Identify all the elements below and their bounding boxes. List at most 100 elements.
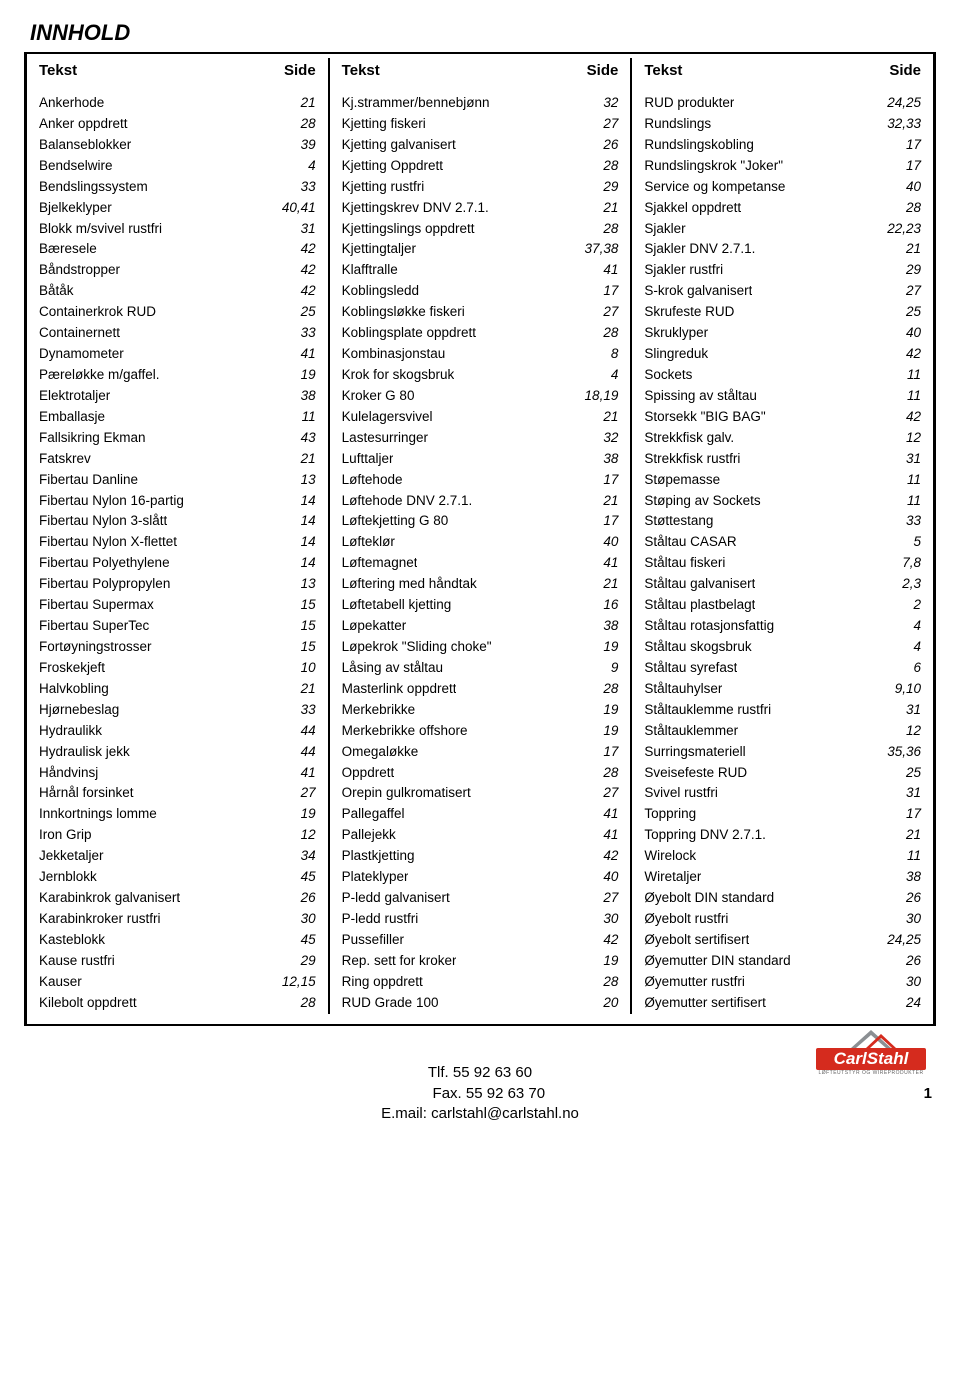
index-row: Pæreløkke m/gaffel.19 [39,365,316,386]
index-row: Iron Grip12 [39,825,316,846]
index-page: 32 [595,93,618,114]
index-page: 40 [595,867,618,888]
index-row: Øyebolt sertifisert24,25 [644,930,921,951]
index-label: Bjelkeklyper [39,198,112,219]
index-row: Blokk m/svivel rustfri31 [39,219,316,240]
index-box: TekstSideAnkerhode21Anker oppdrett28Bala… [24,52,936,1026]
index-page: 30 [898,909,921,930]
index-label: Kjettingskrev DNV 2.7.1. [342,198,489,219]
index-page: 29 [595,177,618,198]
index-row: Kause rustfri29 [39,951,316,972]
index-row: Øyemutter sertifisert24 [644,993,921,1014]
index-page: 17 [595,470,618,491]
index-page: 29 [898,260,921,281]
index-page: 42 [293,239,316,260]
index-row: Kroker G 8018,19 [342,386,619,407]
index-row: Surringsmateriell35,36 [644,742,921,763]
index-row: Anker oppdrett28 [39,114,316,135]
index-page: 19 [595,951,618,972]
index-row: Skrufeste RUD25 [644,302,921,323]
index-label: Løftetabell kjetting [342,595,452,616]
index-label: Øyemutter DIN standard [644,951,790,972]
index-page: 14 [293,511,316,532]
index-row: Fibertau Supermax15 [39,595,316,616]
index-row: Skruklyper40 [644,323,921,344]
index-row: Orepin gulkromatisert27 [342,783,619,804]
index-label: Ståltauklemmer [644,721,738,742]
index-page: 26 [898,888,921,909]
index-row: Ståltau galvanisert2,3 [644,574,921,595]
index-label: Koblingsledd [342,281,419,302]
index-page: 21 [595,407,618,428]
index-label: Kjetting rustfri [342,177,425,198]
index-row: Kjetting rustfri 29 [342,177,619,198]
index-label: Sveisefeste RUD [644,763,747,784]
index-label: Båndstropper [39,260,120,281]
index-label: Kulelagersvivel [342,407,433,428]
index-row: Kjetting fiskeri27 [342,114,619,135]
index-label: Fibertau SuperTec [39,616,149,637]
index-row: Kjettingskrev DNV 2.7.1.21 [342,198,619,219]
index-row: Dynamometer41 [39,344,316,365]
index-label: Jernblokk [39,867,97,888]
index-row: Låsing av ståltau9 [342,658,619,679]
footer-email: E.mail: carlstahl@carlstahl.no [24,1103,936,1125]
index-page: 24 [898,993,921,1014]
index-label: Koblingsløkke fiskeri [342,302,465,323]
index-label: P-ledd galvanisert [342,888,450,909]
index-label: Oppdrett [342,763,395,784]
index-label: Kasteblokk [39,930,105,951]
index-page: 40 [898,177,921,198]
column-header: TekstSide [644,58,921,93]
index-row: Merkebrikke19 [342,700,619,721]
index-page: 15 [293,595,316,616]
index-page: 38 [898,867,921,888]
index-row: Ankerhode21 [39,93,316,114]
index-row: S-krok galvanisert27 [644,281,921,302]
index-row: Fibertau Polyethylene14 [39,553,316,574]
index-label: Løfteklør [342,532,395,553]
index-page: 42 [595,846,618,867]
index-page: 41 [595,804,618,825]
index-label: Dynamometer [39,344,124,365]
index-row: Balanseblokker39 [39,135,316,156]
index-page: 19 [293,804,316,825]
index-page: 7,8 [894,553,921,574]
index-row: RUD Grade 10020 [342,993,619,1014]
index-row: Koblingsplate oppdrett28 [342,323,619,344]
index-label: Balanseblokker [39,135,131,156]
index-page: 20 [595,993,618,1014]
index-page: 17 [898,804,921,825]
index-row: Øyebolt DIN standard26 [644,888,921,909]
index-label: Ståltau plastbelagt [644,595,755,616]
page-title: INNHOLD [24,20,936,52]
index-row: Krok for skogsbruk4 [342,365,619,386]
index-page: 42 [293,260,316,281]
index-page: 28 [595,219,618,240]
index-row: P-ledd rustfri30 [342,909,619,930]
index-row: Wiretaljer38 [644,867,921,888]
index-page: 44 [293,742,316,763]
index-label: Orepin gulkromatisert [342,783,471,804]
index-label: Ståltau galvanisert [644,574,755,595]
index-label: Halvkobling [39,679,109,700]
index-label: Karabinkroker rustfri [39,909,161,930]
index-page: 27 [595,302,618,323]
index-page: 38 [595,449,618,470]
index-row: Fibertau Danline13 [39,470,316,491]
index-label: Masterlink oppdrett [342,679,457,700]
index-row: Jekketaljer34 [39,846,316,867]
index-row: Hjørnebeslag33 [39,700,316,721]
index-label: Løftekjetting G 80 [342,511,449,532]
index-row: Pallegaffel41 [342,804,619,825]
index-page: 31 [898,783,921,804]
index-label: Ankerhode [39,93,104,114]
index-page: 14 [293,553,316,574]
index-page: 21 [898,239,921,260]
index-page: 30 [898,972,921,993]
index-row: Kasteblokk45 [39,930,316,951]
index-page: 4 [906,616,922,637]
index-page: 31 [293,219,316,240]
index-page: 37,38 [577,239,619,260]
index-page: 21 [293,679,316,700]
